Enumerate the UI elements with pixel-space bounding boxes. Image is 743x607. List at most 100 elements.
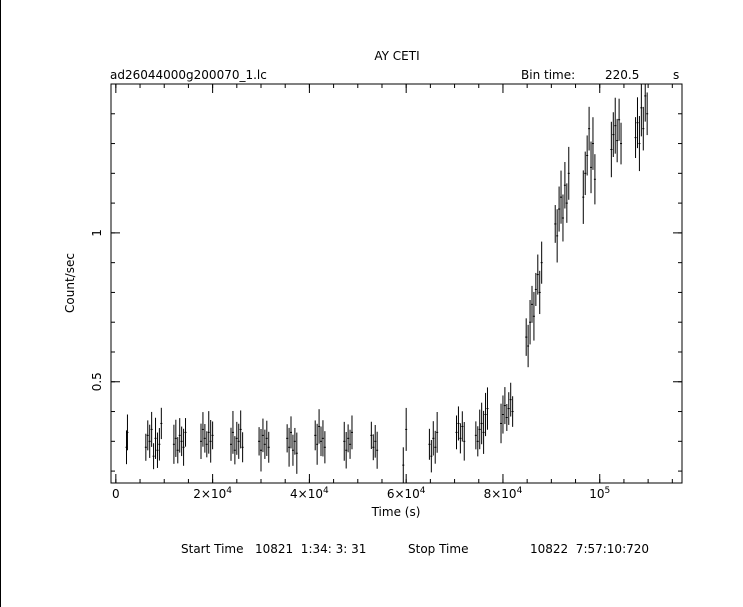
data-point	[174, 419, 177, 457]
data-point	[154, 417, 157, 459]
data-point	[556, 209, 559, 263]
data-point	[463, 422, 466, 461]
data-point	[616, 118, 619, 163]
data-point	[536, 254, 539, 295]
data-point	[295, 432, 298, 474]
data-point	[529, 299, 532, 345]
data-point	[176, 437, 179, 464]
data-point	[561, 194, 564, 242]
tick-labels: 0 2×104 4×104 6×104 8×104 105 0.5 1	[90, 229, 610, 501]
plot-frame	[110, 83, 683, 484]
data-point	[582, 170, 585, 224]
data-point	[511, 396, 514, 427]
data-point	[237, 423, 240, 459]
data-point	[146, 420, 149, 451]
data-point	[291, 434, 294, 466]
data-point	[207, 411, 210, 454]
data-point	[540, 241, 543, 284]
data-point	[184, 418, 187, 447]
data-point	[618, 98, 621, 141]
data-point	[152, 443, 155, 470]
data-point	[267, 431, 270, 463]
data-point	[436, 412, 439, 453]
data-point	[501, 395, 504, 434]
y-tick-label: 0.5	[90, 372, 104, 391]
data-point	[505, 404, 508, 431]
start-time-label: Start Time	[181, 542, 244, 556]
data-point	[376, 431, 379, 469]
data-point	[567, 146, 570, 200]
data-point	[290, 416, 293, 449]
data-point	[201, 412, 204, 447]
data-point	[482, 410, 485, 454]
x-tick-label: 0	[112, 487, 120, 501]
data-point	[350, 415, 353, 450]
data-point	[156, 432, 159, 468]
data-point	[560, 170, 563, 224]
data-point	[258, 427, 261, 456]
data-point	[405, 407, 408, 451]
data-point	[233, 436, 236, 465]
data-point	[286, 424, 289, 453]
data-points	[125, 84, 649, 483]
data-point	[434, 430, 437, 464]
data-point	[503, 387, 506, 425]
data-point	[432, 421, 435, 456]
axis-ticks	[111, 83, 682, 483]
bin-time-value: 220.5	[605, 68, 639, 82]
stop-time-label: Stop Time	[408, 542, 468, 556]
data-point	[349, 429, 352, 459]
data-point	[484, 392, 487, 437]
data-point	[211, 421, 214, 450]
window-left-edge	[0, 0, 1, 607]
x-tick-label: 105	[589, 486, 610, 501]
x-tick-label: 6×104	[387, 486, 426, 501]
data-point	[261, 418, 264, 453]
data-point	[644, 84, 647, 122]
data-point	[230, 427, 233, 461]
bin-time-unit: s	[673, 68, 679, 82]
data-point	[316, 423, 319, 465]
data-point	[370, 421, 373, 449]
data-point	[646, 92, 649, 136]
data-point	[593, 154, 596, 205]
data-point	[318, 409, 321, 444]
data-point	[507, 392, 510, 425]
data-point	[323, 431, 326, 464]
data-point	[321, 420, 324, 457]
data-point	[640, 84, 643, 137]
data-point	[235, 421, 238, 455]
data-point	[584, 151, 587, 196]
data-point	[144, 433, 147, 461]
data-point	[231, 410, 234, 454]
y-tick-label: 1	[90, 229, 104, 237]
chart-title: AY CETI	[374, 49, 419, 63]
data-point	[428, 428, 431, 460]
data-point	[642, 106, 645, 151]
data-point	[182, 428, 185, 466]
data-point	[500, 403, 503, 444]
data-point	[320, 426, 323, 457]
data-point	[178, 418, 181, 453]
data-point	[612, 112, 615, 157]
data-point	[530, 285, 533, 323]
data-point	[525, 318, 528, 356]
data-point	[180, 426, 183, 457]
data-point	[263, 429, 266, 459]
data-point	[200, 423, 203, 459]
data-point	[527, 324, 530, 368]
data-point	[538, 270, 541, 315]
data-point	[288, 427, 291, 467]
data-point	[620, 122, 623, 165]
data-point	[345, 431, 348, 469]
x-tick-label: 4×104	[290, 486, 329, 501]
x-tick-label: 8×104	[484, 486, 523, 501]
data-point	[172, 424, 175, 464]
bin-time-label: Bin time:	[521, 68, 575, 82]
data-point	[588, 106, 591, 151]
data-point	[347, 424, 350, 453]
data-point	[203, 424, 206, 453]
data-point	[461, 411, 464, 442]
data-point	[591, 117, 594, 170]
